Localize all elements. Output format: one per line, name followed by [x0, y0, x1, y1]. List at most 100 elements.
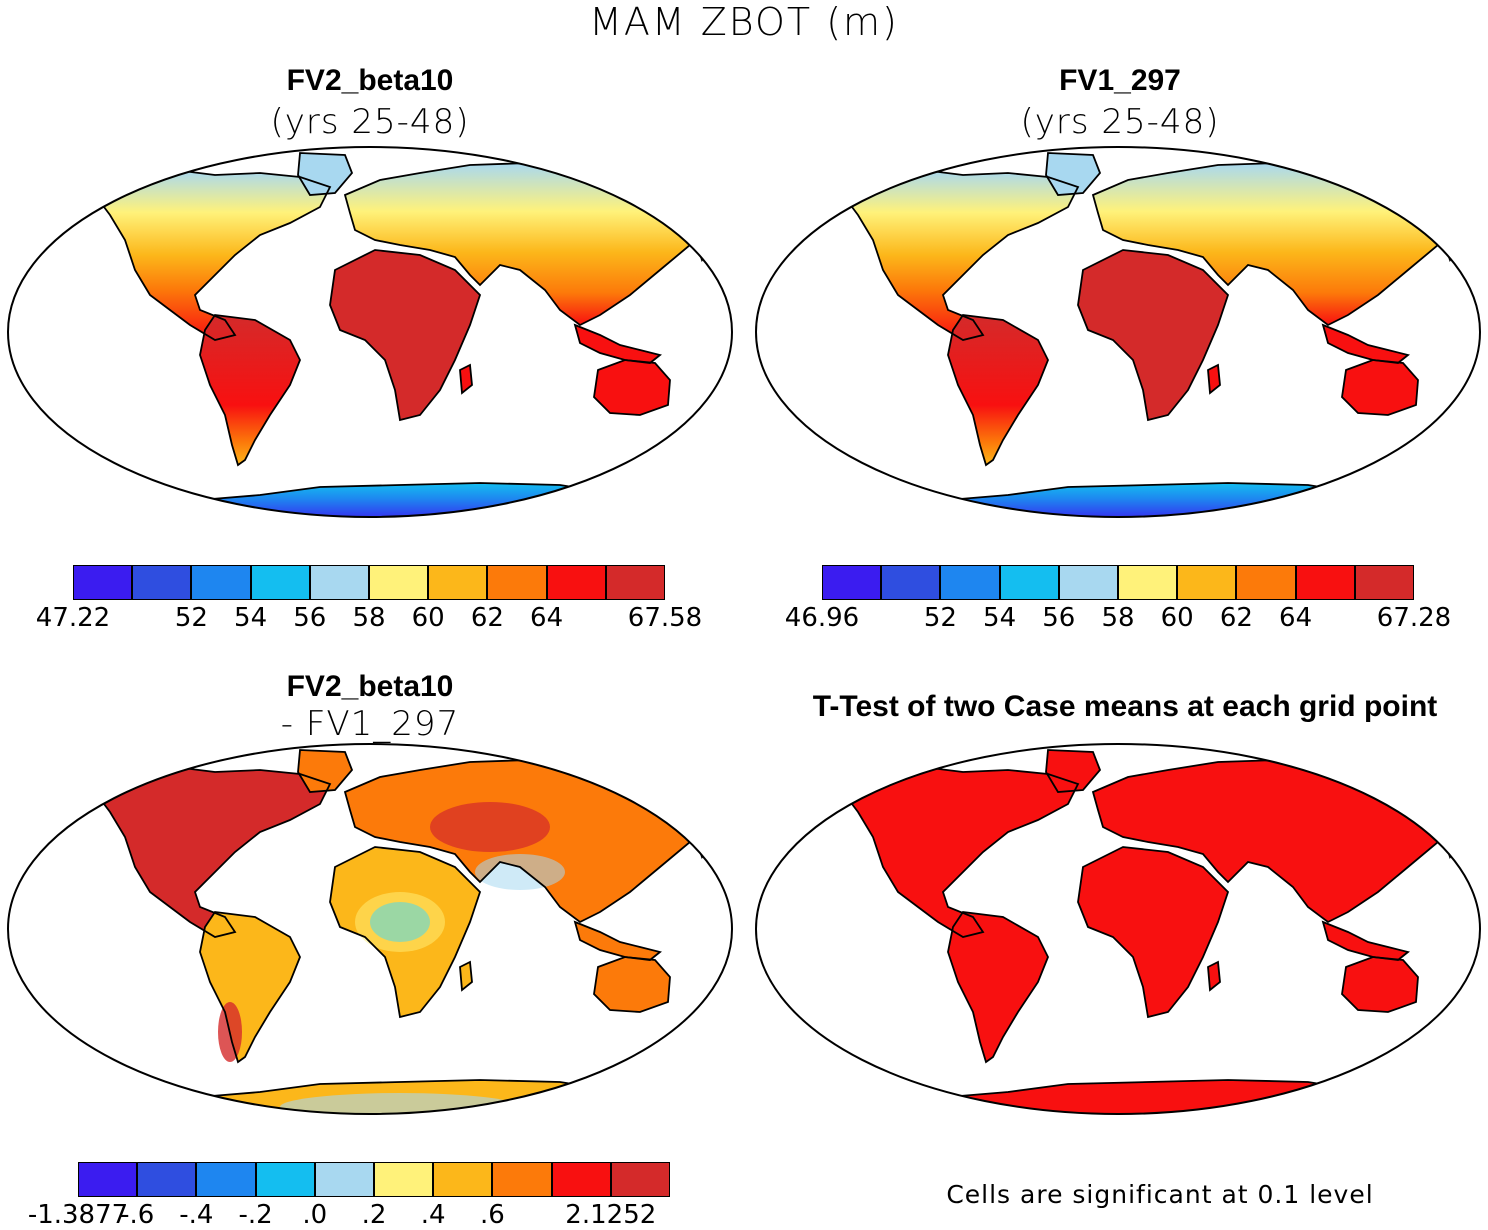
- colorbar-swatch: [191, 565, 251, 600]
- colorbar-swatch: [1295, 565, 1355, 600]
- continent-southAmerica: [200, 912, 300, 1062]
- colorbar-swatch: [1177, 565, 1237, 600]
- continent-australia: [1342, 360, 1418, 415]
- colorbar-fv1: 46.96 52 54 56 58 60 62 64 67.28: [785, 565, 1451, 633]
- colorbar-swatch: [309, 565, 369, 600]
- colorbar-label: 52: [923, 603, 957, 633]
- colorbar-swatch: [610, 1162, 670, 1197]
- colorbar-swatch: [132, 565, 192, 600]
- continent-newZealand: [1448, 415, 1468, 440]
- continent-madagascar: [1208, 962, 1220, 990]
- colorbar-swatch: [250, 565, 310, 600]
- colorbar-label: 47.22: [35, 603, 111, 633]
- colorbar-label: 54: [234, 603, 268, 633]
- colorbar-swatch: [196, 1162, 256, 1197]
- colorbar-label: 58: [1101, 603, 1135, 633]
- continent-greenland: [1046, 153, 1100, 195]
- continent-madagascar: [460, 365, 472, 393]
- continent-newZealand: [700, 415, 720, 440]
- map-boundary: [7, 146, 733, 518]
- continent-greenland: [298, 750, 352, 792]
- colorbar-label: 64: [530, 603, 564, 633]
- continent-australia: [594, 360, 670, 415]
- colorbar-swatch: [1236, 565, 1296, 600]
- colorbar-label: 46.96: [784, 603, 860, 633]
- colorbar-label: 62: [1219, 603, 1253, 633]
- colorbar-label: .2: [361, 1200, 387, 1230]
- significance-note: Cells are significant at 0.1 level: [946, 1180, 1374, 1209]
- colorbar-label: .0: [302, 1200, 328, 1230]
- continent-southAmerica: [948, 912, 1048, 1062]
- colorbar-swatch: [78, 1162, 138, 1197]
- colorbar-swatch: [1354, 565, 1414, 600]
- colorbar-swatch: [546, 565, 606, 600]
- map-ttest: [755, 743, 1481, 1115]
- colorbar-swatch: [374, 1162, 434, 1197]
- main-title: MAM ZBOT (m): [589, 0, 899, 44]
- colorbar-fv2: 47.22 52 54 56 58 60 62 64 67.58: [36, 565, 702, 633]
- continent-southAmerica: [948, 315, 1048, 465]
- panel-subtitle-fv2: (yrs 25-48): [270, 102, 470, 142]
- colorbar-diff: -1.3877 -.6 -.4 -.2 .0 .2 .4 .6 2.1252: [28, 1162, 670, 1230]
- colorbar-label: 56: [293, 603, 327, 633]
- colorbar-label: 2.1252: [565, 1200, 657, 1230]
- continent-greenland: [1046, 750, 1100, 792]
- colorbar-swatch: [1058, 565, 1118, 600]
- continent-africa: [1078, 250, 1228, 420]
- panel-subtitle-diff: - FV1_297: [280, 704, 460, 744]
- continent-madagascar: [1208, 365, 1220, 393]
- colorbar-swatch: [1118, 565, 1178, 600]
- colorbar-label: -.4: [179, 1200, 214, 1230]
- map-boundary: [755, 146, 1481, 518]
- colorbar-label: 60: [1160, 603, 1194, 633]
- continent-australia: [1342, 957, 1418, 1012]
- colorbar-label: 67.28: [1376, 603, 1452, 633]
- map-diff: [7, 743, 733, 1115]
- colorbar-label: 67.58: [627, 603, 703, 633]
- colorbar-swatch: [369, 565, 429, 600]
- colorbar-label: .4: [420, 1200, 446, 1230]
- continent-newZealand: [700, 1012, 720, 1037]
- continent-eurasia: [1093, 760, 1448, 922]
- colorbar-swatch: [137, 1162, 197, 1197]
- panel-title-fv1: FV1_297: [1059, 64, 1181, 97]
- continent-newZealand: [1448, 1012, 1468, 1037]
- panel-title-fv2: FV2_beta10: [286, 64, 454, 97]
- colorbar-label: 62: [470, 603, 504, 633]
- map-fv1: [755, 146, 1481, 518]
- colorbar-swatch: [433, 1162, 493, 1197]
- colorbar-label: 54: [983, 603, 1017, 633]
- colorbar-swatch: [73, 565, 133, 600]
- continent-madagascar: [460, 962, 472, 990]
- colorbar-swatch: [605, 565, 665, 600]
- colorbar-swatch: [940, 565, 1000, 600]
- colorbar-label: 64: [1279, 603, 1313, 633]
- colorbar-label: 60: [411, 603, 445, 633]
- panel-subtitle-fv1: (yrs 25-48): [1020, 102, 1220, 142]
- panel-title-ttest: T-Test of two Case means at each grid po…: [812, 690, 1438, 723]
- continent-africa: [330, 250, 480, 420]
- colorbar-swatch: [881, 565, 941, 600]
- continent-eurasia: [345, 163, 700, 325]
- continent-australia: [594, 957, 670, 1012]
- continent-africa: [1078, 847, 1228, 1017]
- colorbar-label: .6: [479, 1200, 505, 1230]
- colorbar-swatch: [255, 1162, 315, 1197]
- colorbar-swatch: [314, 1162, 374, 1197]
- map-boundary: [755, 743, 1481, 1115]
- colorbar-swatch: [999, 565, 1059, 600]
- colorbar-label: -.2: [238, 1200, 273, 1230]
- map-fv2: [7, 146, 733, 518]
- continent-greenland: [298, 153, 352, 195]
- colorbar-swatch: [551, 1162, 611, 1197]
- colorbar-swatch: [822, 565, 882, 600]
- colorbar-swatch: [428, 565, 488, 600]
- continent-southAmerica: [200, 315, 300, 465]
- colorbar-swatch: [487, 565, 547, 600]
- panel-title-diff: FV2_beta10: [286, 670, 454, 703]
- colorbar-label: -.6: [120, 1200, 155, 1230]
- map-boundary: [7, 743, 733, 1115]
- colorbar-label: 56: [1042, 603, 1076, 633]
- continent-eurasia: [1093, 163, 1448, 325]
- colorbar-label: 52: [174, 603, 208, 633]
